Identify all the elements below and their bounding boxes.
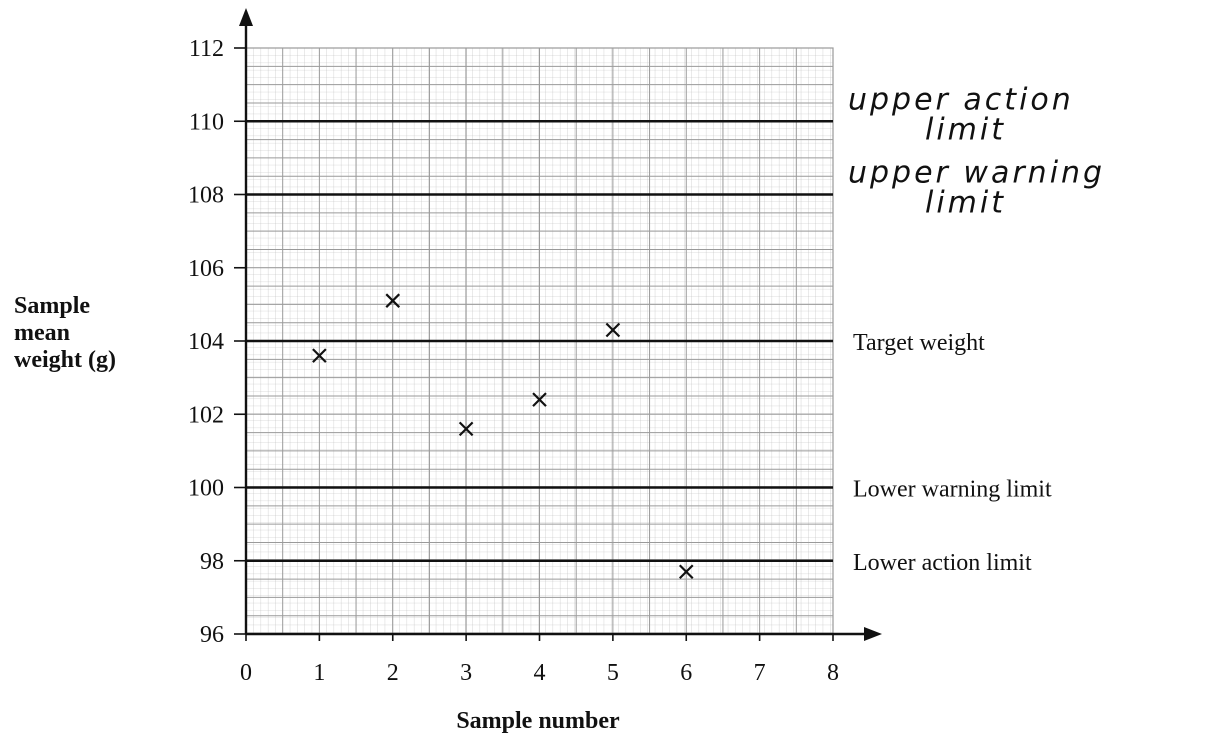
data-point bbox=[678, 564, 694, 580]
x-tick-labels: 0 1 2 3 4 5 6 7 8 bbox=[240, 634, 839, 686]
y-axis-title-line-3: weight (g) bbox=[14, 347, 116, 373]
reference-line-label: Lower action limit bbox=[853, 550, 1032, 576]
x-tick-label: 8 bbox=[827, 660, 839, 686]
y-axis-title: Sample mean weight (g) bbox=[14, 293, 116, 373]
reference-line-label-line: upper warning bbox=[848, 156, 1105, 191]
data-point-stroke bbox=[605, 322, 621, 338]
y-axis-title-line-1: Sample bbox=[14, 293, 90, 319]
reference-line-label-line: limit bbox=[925, 186, 1006, 221]
reference-line-label: upper warning limit bbox=[848, 156, 1105, 221]
y-tick-label: 98 bbox=[200, 549, 224, 575]
data-point bbox=[458, 421, 474, 437]
x-axis-arrow bbox=[864, 627, 882, 641]
x-axis-title: Sample number bbox=[456, 708, 620, 734]
y-tick-label: 112 bbox=[189, 36, 224, 62]
data-point-stroke bbox=[312, 348, 327, 363]
y-tick-labels: 96 98 100 102 104 106 108 110 112 bbox=[188, 36, 246, 648]
x-tick-label: 1 bbox=[313, 660, 325, 686]
x-tick-label: 0 bbox=[240, 660, 252, 686]
reference-line-label-line: limit bbox=[925, 112, 1006, 147]
data-point bbox=[532, 392, 547, 407]
x-tick-label: 4 bbox=[534, 660, 546, 686]
reference-line-label: Lower warning limit bbox=[853, 477, 1052, 503]
y-tick-label: 104 bbox=[188, 329, 224, 355]
reference-line-label-line: upper action bbox=[848, 82, 1074, 117]
axes bbox=[239, 8, 882, 641]
y-tick-label: 100 bbox=[188, 476, 224, 502]
x-tick-label: 3 bbox=[460, 660, 472, 686]
y-axis-title-line-2: mean bbox=[14, 320, 70, 346]
reference-line-label: Target weight bbox=[853, 330, 985, 356]
data-point bbox=[312, 348, 327, 363]
data-point bbox=[385, 293, 401, 308]
data-point-stroke bbox=[532, 392, 547, 407]
data-point-stroke bbox=[678, 564, 694, 580]
data-point-stroke bbox=[385, 293, 401, 308]
x-tick-label: 6 bbox=[680, 660, 692, 686]
x-tick-label: 7 bbox=[754, 660, 766, 686]
y-tick-label: 106 bbox=[188, 256, 224, 282]
reference-lines bbox=[246, 120, 833, 562]
data-points bbox=[312, 293, 694, 580]
y-tick-label: 96 bbox=[200, 622, 224, 648]
y-tick-label: 110 bbox=[189, 109, 224, 135]
x-tick-label: 2 bbox=[387, 660, 399, 686]
x-tick-label: 5 bbox=[607, 660, 619, 686]
data-point-stroke bbox=[458, 421, 474, 437]
data-point bbox=[605, 322, 621, 338]
y-tick-label: 102 bbox=[188, 402, 224, 428]
y-axis-arrow bbox=[239, 8, 253, 26]
y-tick-label: 108 bbox=[188, 183, 224, 209]
reference-line-label: upper action limit bbox=[848, 82, 1074, 147]
